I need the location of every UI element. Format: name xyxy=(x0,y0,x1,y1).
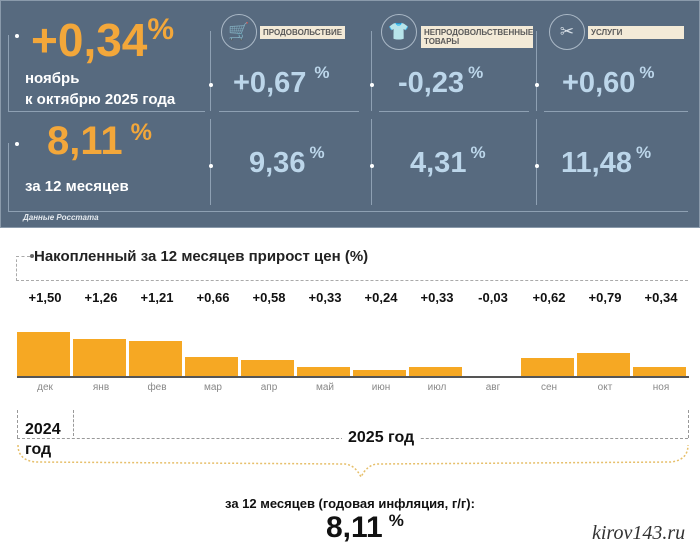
data-label: +0,62 xyxy=(532,290,566,305)
month-label: сен xyxy=(540,382,558,393)
category-label-food: ПРОДОВОЛЬСТВИЕ xyxy=(260,26,346,39)
data-label: +0,34 xyxy=(644,290,678,305)
chart-title: Накопленный за 12 месяцев прирост цен (%… xyxy=(34,248,369,265)
data-label: +1,21 xyxy=(140,290,174,305)
annual-value: 8,11% xyxy=(47,119,152,163)
bar xyxy=(633,366,686,377)
data-label: +0,66 xyxy=(196,290,230,305)
data-label: +1,26 xyxy=(84,290,118,305)
data-label: +0,24 xyxy=(364,290,398,305)
month-label: июн xyxy=(371,382,391,393)
month-label: фев xyxy=(147,382,167,393)
bar xyxy=(521,358,574,377)
x-axis xyxy=(17,376,689,378)
month-change-value: +0,34% xyxy=(31,13,175,66)
bar xyxy=(409,367,462,377)
nonfood-annual-value: 4,31% xyxy=(410,143,486,179)
month-label: авг xyxy=(485,382,501,393)
bar xyxy=(297,367,350,377)
food-month-value: +0,67% xyxy=(233,63,330,99)
data-label: +0,58 xyxy=(252,290,286,305)
month-label: окт xyxy=(597,382,613,393)
bar xyxy=(73,339,126,377)
category-label-services: УСЛУГИ xyxy=(588,26,684,39)
category-label-nonfood: НЕПРОДОВОЛЬСТВЕННЫЕ ТОВАРЫ xyxy=(421,26,533,48)
bar xyxy=(17,332,70,377)
month-label: мар xyxy=(204,382,222,393)
nonfood-month-value: -0,23% xyxy=(398,63,484,99)
year-2024-label: 2024 год xyxy=(25,421,61,460)
source-note: Данные Росстата xyxy=(23,213,99,222)
month-label: янв xyxy=(92,382,110,393)
year-2025-label: 2025 год xyxy=(342,429,421,447)
annual-caption: за 12 месяцев xyxy=(25,178,129,195)
month-label: июл xyxy=(427,382,447,393)
month-label: ноя xyxy=(652,382,670,393)
services-annual-value: 11,48% xyxy=(561,143,652,179)
data-label: +1,50 xyxy=(28,290,62,305)
summary-value: 8,11% xyxy=(326,511,404,544)
food-annual-value: 9,36% xyxy=(249,143,325,179)
data-label: +0,33 xyxy=(420,290,454,305)
watermark: kirov143.ru xyxy=(592,522,686,544)
month-label: дек xyxy=(37,382,53,393)
services-month-value: +0,60% xyxy=(562,63,655,99)
month-label: май xyxy=(315,382,335,393)
month-caption: ноябрь к октябрю 2025 года xyxy=(25,70,176,108)
bar xyxy=(241,359,294,377)
data-label: +0,79 xyxy=(588,290,622,305)
bar xyxy=(185,357,238,377)
data-label: +0,33 xyxy=(308,290,342,305)
bar xyxy=(129,340,182,377)
data-label: -0,03 xyxy=(478,290,508,305)
curly-brace xyxy=(17,444,689,479)
clothing-icon: 👕 xyxy=(381,14,417,50)
bar xyxy=(577,353,630,377)
summary-panel: +0,34% ноябрь к октябрю 2025 года 8,11% з… xyxy=(0,0,700,228)
summary-caption: за 12 месяцев (годовая инфляция, г/г): xyxy=(225,496,475,511)
scissors-icon: ✂ xyxy=(549,14,585,50)
month-label: апр xyxy=(260,382,278,393)
bar xyxy=(353,369,406,377)
shopping-cart-icon: 🛒 xyxy=(221,14,257,50)
